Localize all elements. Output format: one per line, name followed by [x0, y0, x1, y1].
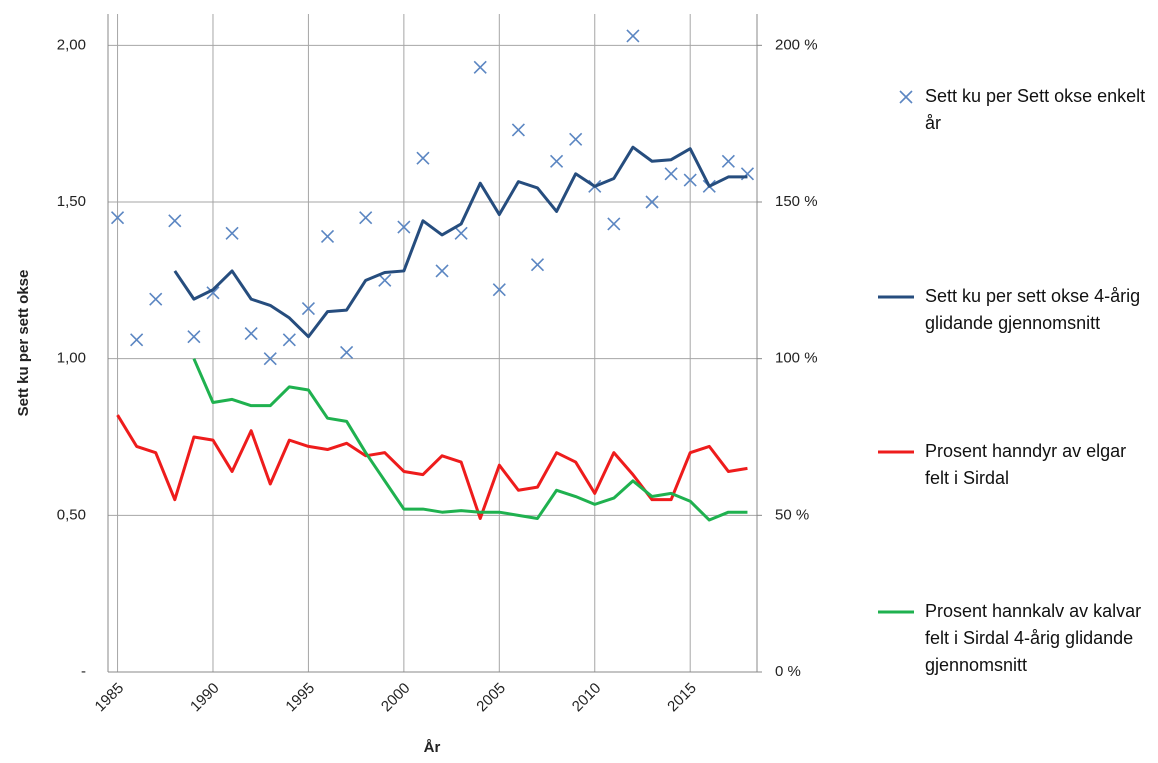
y2-tick-label: 0 %	[775, 663, 801, 680]
series-line	[173, 145, 748, 339]
scatter-point	[645, 195, 659, 209]
y-tick-label: 1,00	[57, 350, 86, 367]
scatter-point	[416, 151, 430, 165]
x-tick-label: 1990	[187, 680, 223, 716]
scatter-point	[359, 211, 373, 225]
x-tick-label: 1985	[92, 680, 128, 716]
scatter-point	[301, 301, 315, 316]
y2-tick-label: 150 %	[775, 193, 818, 210]
y2-tick-label: 100 %	[775, 350, 818, 367]
scatter-point	[454, 226, 468, 240]
scatter-point	[263, 352, 277, 366]
scatter-point	[550, 154, 564, 168]
x-tick-label: 2000	[378, 680, 414, 716]
scatter-point	[664, 167, 678, 181]
y-tick-label: 2,00	[57, 36, 86, 53]
scatter-point	[378, 273, 392, 287]
scatter-point	[130, 333, 144, 347]
scatter-point	[473, 60, 487, 74]
legend-label: Sett ku per sett okse 4-årig glidande gj…	[925, 286, 1141, 333]
series-line	[192, 358, 748, 522]
scatter-point	[607, 217, 621, 231]
x-tick-label: 2005	[473, 680, 509, 716]
x-tick-label: 2015	[664, 680, 700, 716]
legend-symbol	[899, 90, 913, 104]
series-line	[116, 414, 748, 520]
x-tick-label: 2010	[569, 680, 605, 716]
x-tick-label: 1995	[282, 680, 318, 716]
scatter-point	[569, 132, 583, 146]
scatter-point	[187, 330, 201, 344]
x-axis-label: År	[424, 739, 441, 756]
scatter-point	[530, 258, 545, 272]
scatter-point	[397, 220, 411, 234]
y-tick-label: 0,50	[57, 506, 86, 523]
legend-label: Prosent hannkalv av kalvar felt i Sirdal…	[925, 601, 1142, 675]
y2-tick-label: 50 %	[775, 506, 809, 523]
y2-tick-label: 200 %	[775, 36, 818, 53]
scatter-point	[435, 264, 449, 278]
scatter-point	[149, 292, 163, 306]
scatter-point	[626, 29, 640, 43]
scatter-point	[282, 333, 296, 347]
legend-label: Prosent hanndyr av elgar felt i Sirdal	[925, 441, 1127, 488]
scatter-point	[683, 173, 697, 187]
scatter-point	[244, 327, 258, 341]
scatter-point	[320, 229, 335, 244]
scatter-point	[168, 214, 182, 228]
y-tick-label: 1,50	[57, 193, 86, 210]
scatter-point	[110, 211, 125, 225]
scatter-point	[225, 226, 239, 240]
scatter-point	[721, 154, 735, 168]
scatter-point	[492, 283, 506, 297]
scatter-point	[340, 345, 354, 359]
legend-label: Sett ku per Sett okse enkelt år	[925, 86, 1146, 133]
scatter-point	[511, 123, 525, 137]
scatter-point	[206, 286, 220, 300]
y-tick-label: -	[81, 663, 86, 680]
y-axis-label: Sett ku per sett okse	[15, 270, 32, 417]
